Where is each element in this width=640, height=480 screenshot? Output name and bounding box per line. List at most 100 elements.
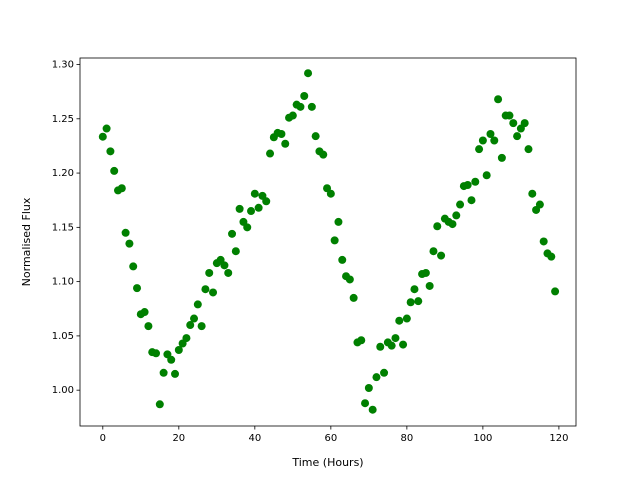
- data-point: [475, 145, 484, 154]
- data-point: [243, 223, 252, 232]
- data-point: [414, 297, 423, 306]
- data-point: [497, 153, 506, 162]
- data-point: [277, 129, 286, 138]
- data-point: [463, 181, 472, 190]
- data-point: [159, 368, 168, 377]
- data-point: [433, 222, 442, 231]
- data-point: [167, 355, 176, 364]
- data-point: [345, 275, 354, 284]
- data-point: [376, 342, 385, 351]
- data-point: [326, 189, 335, 198]
- x-tick-label: 100: [473, 433, 492, 444]
- data-point: [174, 346, 183, 355]
- data-point: [205, 268, 214, 277]
- data-point: [478, 136, 487, 145]
- data-point: [235, 204, 244, 213]
- data-point: [140, 308, 149, 317]
- x-tick-label: 120: [549, 433, 568, 444]
- plot-frame: [79, 57, 577, 427]
- data-point: [281, 139, 290, 148]
- data-point: [429, 247, 438, 256]
- data-point: [307, 102, 316, 111]
- data-point: [425, 281, 434, 290]
- data-point: [193, 300, 202, 309]
- data-point: [152, 349, 161, 358]
- data-point: [133, 284, 142, 293]
- data-point: [456, 200, 465, 209]
- data-point: [437, 251, 446, 260]
- data-point: [182, 334, 191, 343]
- data-point: [247, 207, 256, 216]
- data-point: [311, 132, 320, 141]
- data-point: [262, 197, 271, 206]
- data-point: [102, 124, 111, 133]
- data-point: [110, 166, 119, 175]
- data-point: [509, 119, 518, 128]
- data-point: [505, 111, 514, 120]
- y-tick-label: 1.00: [52, 385, 74, 396]
- data-point: [452, 211, 461, 220]
- data-point: [304, 69, 313, 78]
- data-point: [372, 373, 381, 382]
- data-point: [319, 150, 328, 159]
- data-point: [524, 145, 533, 154]
- data-point: [520, 119, 529, 128]
- data-point: [551, 287, 560, 296]
- data-point: [220, 261, 229, 270]
- data-point: [490, 136, 499, 145]
- data-point: [448, 220, 457, 229]
- data-point: [421, 268, 430, 277]
- data-point: [547, 252, 556, 261]
- y-axis-label: Normalised Flux: [20, 197, 33, 286]
- x-tick-label: 20: [172, 433, 185, 444]
- data-point: [482, 171, 491, 180]
- data-point: [254, 203, 263, 212]
- y-tick-label: 1.20: [52, 168, 74, 179]
- data-point: [106, 147, 115, 156]
- x-axis-label: Time (Hours): [291, 456, 363, 469]
- x-tick-label: 0: [100, 433, 106, 444]
- data-point: [334, 217, 343, 226]
- data-point: [535, 200, 544, 209]
- data-point: [539, 237, 548, 246]
- data-point: [228, 229, 237, 238]
- x-tick-label: 80: [400, 433, 413, 444]
- data-point: [513, 132, 522, 141]
- data-point: [486, 129, 495, 138]
- data-point: [349, 293, 358, 302]
- x-tick-label: 60: [324, 433, 337, 444]
- data-point: [266, 149, 275, 158]
- y-tick-label: 1.05: [52, 331, 74, 342]
- data-point: [300, 91, 309, 100]
- data-point: [494, 95, 503, 104]
- y-tick-label: 1.25: [52, 114, 74, 125]
- x-tick-label: 40: [248, 433, 261, 444]
- data-point: [357, 336, 366, 345]
- y-tick-label: 1.10: [52, 277, 74, 288]
- data-point: [209, 288, 218, 297]
- data-point: [201, 285, 210, 294]
- data-point: [361, 399, 370, 408]
- data-point: [406, 298, 415, 307]
- data-point: [402, 314, 411, 323]
- data-point: [250, 189, 259, 198]
- data-point: [391, 334, 400, 343]
- data-point: [155, 400, 164, 409]
- data-point: [231, 247, 240, 256]
- data-point: [330, 236, 339, 245]
- data-point: [296, 102, 305, 111]
- data-point: [338, 255, 347, 264]
- data-point: [98, 132, 107, 141]
- data-point: [399, 340, 408, 349]
- data-point: [129, 262, 138, 271]
- data-point: [288, 111, 297, 120]
- data-point: [467, 196, 476, 205]
- y-tick-label: 1.15: [52, 222, 74, 233]
- data-point: [380, 368, 389, 377]
- data-point: [186, 321, 195, 330]
- data-point: [395, 316, 404, 325]
- data-point: [224, 268, 233, 277]
- data-point: [197, 322, 206, 331]
